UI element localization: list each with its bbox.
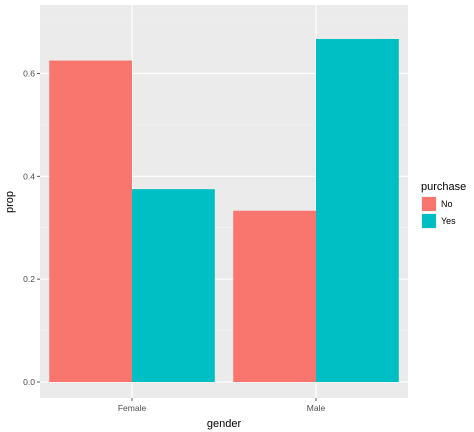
- y-tick-label: 0.4: [23, 171, 35, 181]
- legend-label-no: No: [441, 199, 453, 209]
- legend-swatch-yes: [422, 214, 436, 228]
- bar-female-yes: [132, 189, 215, 382]
- legend-title: purchase: [421, 181, 466, 193]
- x-axis: Female Male: [118, 398, 326, 413]
- y-tick-label: 0.2: [23, 274, 35, 284]
- legend-label-yes: Yes: [441, 216, 456, 226]
- bar-female-no: [49, 60, 133, 382]
- legend-swatch-no: [422, 197, 436, 211]
- x-tick-label: Male: [307, 403, 326, 413]
- y-tick-label: 0.0: [23, 377, 35, 387]
- legend: purchase No Yes: [421, 181, 466, 229]
- y-axis-title: prop: [4, 191, 16, 213]
- x-tick-label: Female: [118, 403, 147, 413]
- x-axis-title: gender: [207, 418, 242, 430]
- bar-male-no: [233, 210, 316, 382]
- bar-male-yes: [316, 38, 399, 382]
- bars: [49, 38, 399, 382]
- y-tick-label: 0.6: [23, 68, 35, 78]
- y-axis: 0.0 0.2 0.4 0.6: [23, 68, 40, 387]
